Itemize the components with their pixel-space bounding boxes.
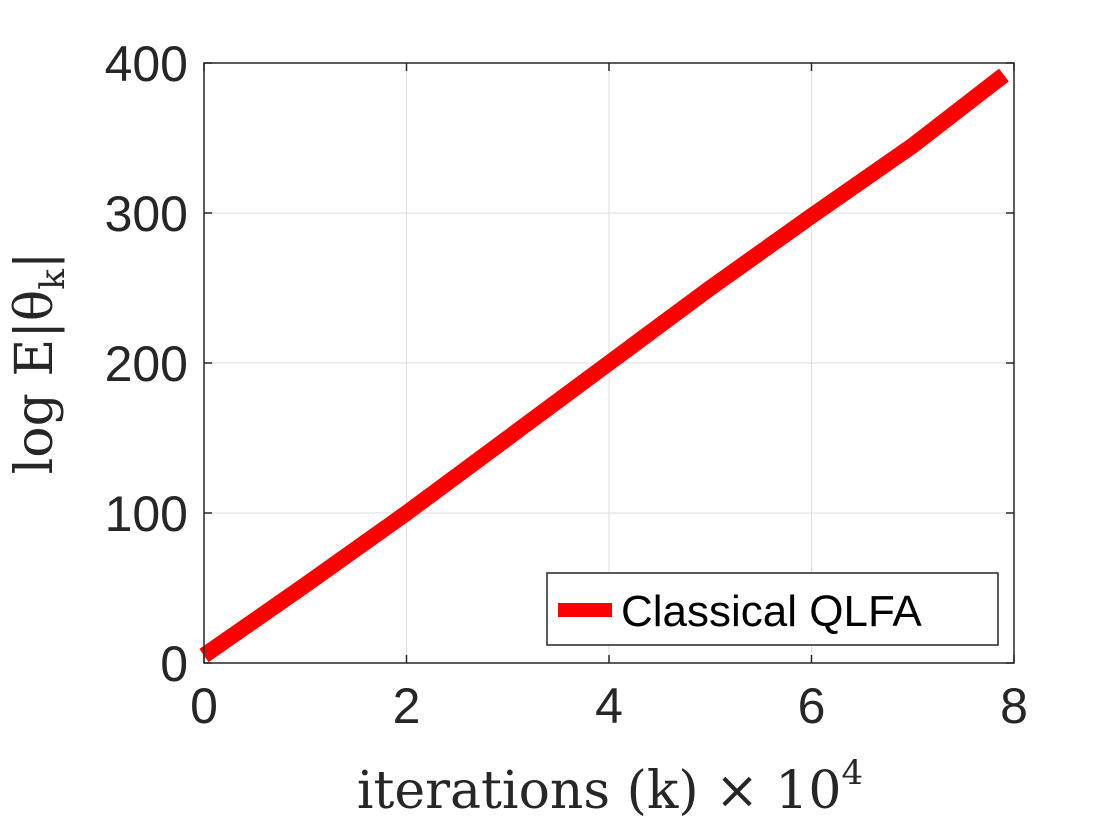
y-tick-label: 400	[105, 36, 188, 92]
ticks	[203, 62, 1015, 664]
y-tick-label: 100	[105, 486, 188, 542]
x-tick-label: 8	[1000, 678, 1028, 734]
y-tick-label: 300	[105, 186, 188, 242]
legend-label: Classical QLFA	[621, 587, 922, 636]
x-tick-label: 6	[798, 678, 826, 734]
y-tick-label: 0	[160, 636, 188, 692]
y-tick-label: 200	[105, 336, 188, 392]
x-tick-label: 4	[595, 678, 623, 734]
x-tick-label: 2	[393, 678, 421, 734]
series-layer	[199, 68, 1009, 663]
x-axis-label: iterations (k) × 104	[357, 753, 863, 821]
tick-labels: 0 2 4 6 8 0 100 200 300 400	[105, 36, 1028, 734]
y-axis-label: log E|θk|	[5, 252, 73, 475]
legend: Classical QLFA	[546, 572, 999, 646]
series-line	[199, 68, 1009, 663]
y-axis-label-main: log E|θ	[5, 290, 65, 475]
y-axis-label-suffix: |	[5, 252, 65, 270]
y-axis-label-subscript: k	[33, 269, 73, 290]
legend-box	[546, 572, 999, 646]
x-tick-label: 0	[190, 678, 218, 734]
x-axis-label-main: iterations (k) × 10	[357, 761, 842, 821]
grid	[204, 63, 1014, 663]
x-axis-label-exponent: 4	[841, 753, 863, 793]
